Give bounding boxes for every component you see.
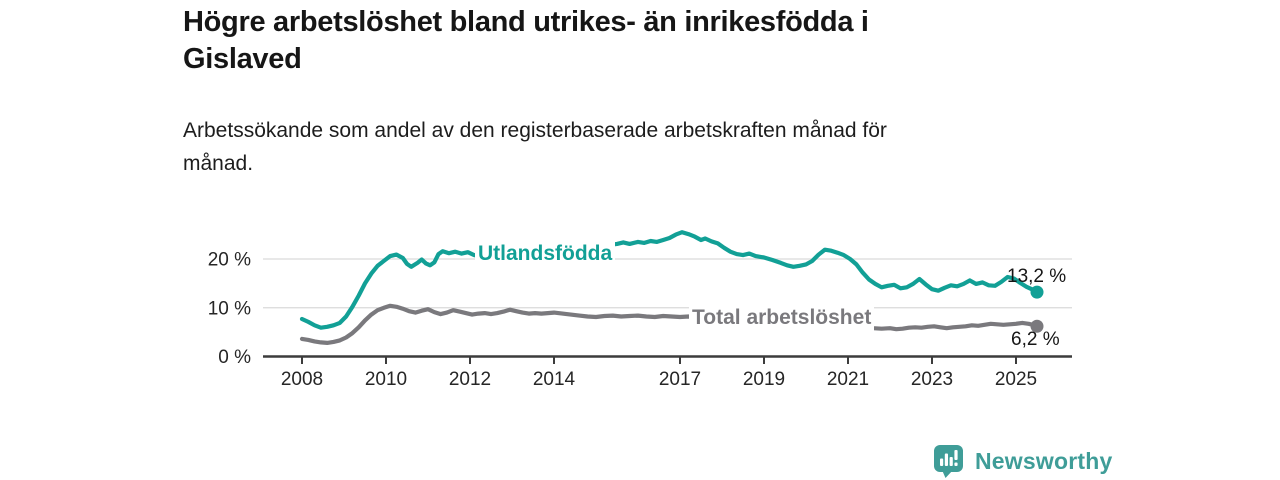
x-axis-tick-label: 2008 <box>281 369 323 390</box>
series-label-utlandsfodda: Utlandsfödda <box>475 241 616 267</box>
x-axis-tick-label: 2023 <box>911 369 953 390</box>
end-value-label-total: 6,2 % <box>1011 329 1060 350</box>
chart-subtitle-line2: månad. <box>183 152 254 175</box>
series-line-utlandsfodda <box>299 230 1040 330</box>
x-axis-tick-label: 2025 <box>995 369 1037 390</box>
chart-subtitle: Arbetssökande som andel av den registerb… <box>183 114 1063 180</box>
x-axis-tick-label: 2014 <box>533 369 576 390</box>
series-label-total-arbetsloshet: Total arbetslöshet <box>689 305 875 331</box>
page-title-line2: Gislaved <box>183 43 302 75</box>
series-end-dot-total <box>1030 319 1044 333</box>
series-line-total <box>299 303 1040 345</box>
x-axis-tick-label: 2017 <box>659 369 701 390</box>
x-axis-tick-label: 2021 <box>827 369 869 390</box>
series-end-dot-utlandsfodda <box>1030 285 1044 299</box>
newsworthy-wordmark: Newsworthy <box>975 447 1113 474</box>
bar-chart-speech-bubble-icon <box>934 445 963 478</box>
y-axis-tick-label: 10 % <box>208 298 251 319</box>
x-axis-tick-label: 2019 <box>743 369 785 390</box>
x-axis-tick-label: 2012 <box>449 369 491 390</box>
end-value-label-utlandsfodda: 13,2 % <box>1007 266 1067 287</box>
x-axis-tick-label: 2010 <box>365 369 407 390</box>
y-axis-tick-label: 20 % <box>208 250 251 271</box>
chart-subtitle-line1: Arbetssökande som andel av den registerb… <box>183 119 887 142</box>
newsworthy-logo: Newsworthy <box>932 443 1112 479</box>
y-axis-tick-label: 0 % <box>218 347 251 368</box>
page-title-line1: Högre arbetslöshet bland utrikes- än inr… <box>183 6 869 38</box>
page-title: Högre arbetslöshet bland utrikes- än inr… <box>183 4 1043 78</box>
